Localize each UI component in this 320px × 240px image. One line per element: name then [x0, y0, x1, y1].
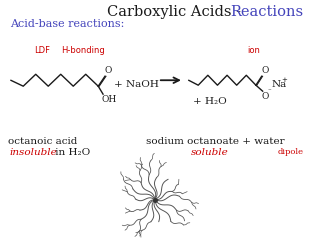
- Text: ion: ion: [248, 46, 260, 55]
- Text: Acid-base reactions:: Acid-base reactions:: [10, 18, 124, 29]
- Text: + H₂O: + H₂O: [193, 97, 227, 106]
- Text: O: O: [262, 66, 269, 75]
- Text: insoluble: insoluble: [10, 148, 58, 157]
- Text: octanoic acid: octanoic acid: [8, 137, 77, 146]
- Text: OH: OH: [101, 95, 116, 104]
- Text: Carboxylic Acids -: Carboxylic Acids -: [107, 5, 245, 19]
- Text: sodium octanoate + water: sodium octanoate + water: [146, 137, 285, 146]
- Text: O: O: [105, 66, 112, 75]
- Text: dipole: dipole: [278, 148, 304, 156]
- Text: in H₂O: in H₂O: [52, 148, 90, 157]
- Text: soluble: soluble: [190, 148, 228, 157]
- Text: + NaOH: + NaOH: [114, 80, 158, 89]
- Text: O: O: [262, 92, 269, 101]
- Text: ⁻: ⁻: [268, 88, 271, 94]
- Text: H-bonding: H-bonding: [61, 46, 105, 55]
- Text: LDF: LDF: [35, 46, 51, 55]
- Text: Reactions: Reactions: [230, 5, 303, 19]
- Text: +: +: [281, 77, 287, 83]
- Text: Na: Na: [271, 80, 286, 89]
